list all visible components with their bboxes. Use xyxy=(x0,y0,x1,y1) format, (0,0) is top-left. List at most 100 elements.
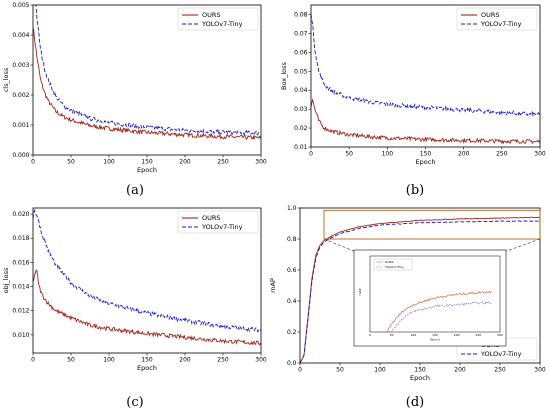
inset-plot: 0 50 100 150 200 250 300 Epoch mAP OURSYOLOv7-Tin… xyxy=(353,249,507,347)
x-tick-label: 200 xyxy=(454,367,466,374)
x-tick-label: 50 xyxy=(345,151,353,158)
y-tick-label: 0.2 xyxy=(287,329,297,336)
x-axis-label: Epoch xyxy=(416,158,436,166)
panel-caption: (c) xyxy=(126,395,143,410)
x-tick-label: 50 xyxy=(67,159,75,166)
y-tick-label: 0.01 xyxy=(294,144,308,151)
y-tick-label: 0.07 xyxy=(294,30,308,37)
panel-a: 0 50 100 150 200 250 300 0.000 0.001 0.002 0.003 0.… xyxy=(2,2,267,198)
x-axis-label: Epoch xyxy=(137,166,157,174)
y-axis-label: Box_loss xyxy=(280,61,288,90)
x-tick-label: 100 xyxy=(382,151,394,158)
x-tick-label: 250 xyxy=(494,367,506,374)
x-tick-label: 100 xyxy=(103,159,115,166)
y-tick-label: 0.6 xyxy=(287,267,297,274)
y-tick-label: 0.002 xyxy=(12,92,29,99)
y-tick-label: 0.004 xyxy=(12,32,29,39)
panel-d: 0 50 100 150 200 250 300 0.0 0.2 0.4 0.6 0.8 1.0 Epoc… xyxy=(269,205,546,410)
y-axis-label: obj_loss xyxy=(2,267,10,293)
legend-label: OURS xyxy=(202,11,221,19)
y-tick-label: 0.8 xyxy=(287,236,297,243)
series-line-ours xyxy=(300,216,540,363)
inset-x-tick: 100 xyxy=(410,333,416,337)
inset-series-line xyxy=(377,290,492,333)
y-tick-label: 0.4 xyxy=(287,298,297,305)
panel-caption: (b) xyxy=(406,183,424,198)
y-tick-label: 0.010 xyxy=(12,332,29,339)
series-line-ours xyxy=(33,27,261,141)
y-tick-label: 0.000 xyxy=(12,152,29,159)
x-tick-label: 0 xyxy=(309,151,313,158)
zoom-connector xyxy=(323,238,357,253)
inset-legend-label: YOLOv7-Tiny xyxy=(385,265,404,269)
panel-caption: (a) xyxy=(126,183,144,198)
x-tick-label: 50 xyxy=(67,357,75,364)
x-tick-label: 250 xyxy=(217,357,229,364)
x-tick-label: 100 xyxy=(103,357,115,364)
inset-y-label: mAP xyxy=(358,288,362,295)
x-tick-label: 100 xyxy=(374,367,386,374)
y-tick-label: 0.016 xyxy=(12,259,29,266)
inset-x-tick: 0 xyxy=(369,333,371,337)
x-tick-label: 0 xyxy=(298,367,302,374)
x-tick-label: 200 xyxy=(179,357,191,364)
series-line-ours xyxy=(33,269,261,346)
x-tick-label: 0 xyxy=(31,159,35,166)
legend-label: OURS xyxy=(202,214,221,222)
x-tick-label: 150 xyxy=(141,159,153,166)
y-tick-label: 0.005 xyxy=(12,2,29,9)
x-tick-label: 50 xyxy=(336,367,344,374)
zoom-connector xyxy=(503,238,541,253)
inset-series-line xyxy=(377,301,492,333)
legend-label: YOLOv7-Tiny xyxy=(201,223,243,231)
x-tick-label: 250 xyxy=(217,159,229,166)
y-tick-label: 0.020 xyxy=(12,211,29,218)
inset-x-label: Epoch xyxy=(430,338,439,342)
series-line-yolov7-tiny xyxy=(35,5,261,137)
legend-label: OURS xyxy=(481,11,500,19)
y-tick-label: 0.08 xyxy=(294,11,308,18)
x-axis-label: Epoch xyxy=(137,364,157,372)
inset-x-tick: 50 xyxy=(390,333,394,337)
legend-label: YOLOv7-Tiny xyxy=(480,20,522,28)
panel-c: 0 50 100 150 200 250 300 0.010 0.012 0.014 0.016 0.… xyxy=(2,207,267,410)
x-tick-label: 150 xyxy=(141,357,153,364)
y-tick-label: 0.06 xyxy=(294,49,308,56)
series-line-yolov7-tiny xyxy=(33,208,261,333)
legend-label: YOLOv7-Tiny xyxy=(480,350,522,358)
series-line-yolov7-tiny xyxy=(311,14,540,117)
inset-x-tick: 150 xyxy=(432,333,438,337)
y-tick-label: 0.014 xyxy=(12,284,29,291)
x-tick-label: 300 xyxy=(255,357,267,364)
zoom-region-box xyxy=(323,209,541,240)
panel-b: 0 50 100 150 200 250 300 0.01 0.02 0.03 0.04 0.05 0.… xyxy=(280,4,546,198)
y-tick-label: 0.018 xyxy=(12,235,29,242)
x-tick-label: 250 xyxy=(496,151,508,158)
y-axis-label: cls_loss xyxy=(2,67,10,92)
x-tick-label: 300 xyxy=(534,367,546,374)
x-tick-label: 300 xyxy=(534,151,546,158)
y-tick-label: 0.02 xyxy=(294,125,308,132)
inset-x-tick: 200 xyxy=(454,333,460,337)
y-tick-label: 0.012 xyxy=(12,308,29,315)
inset-x-tick: 300 xyxy=(497,333,503,337)
inset-frame xyxy=(369,255,501,333)
y-tick-label: 0.05 xyxy=(294,68,308,75)
x-axis-label: Epoch xyxy=(410,374,430,382)
y-axis-label: mAP xyxy=(269,278,277,293)
x-tick-label: 150 xyxy=(414,367,426,374)
y-tick-label: 0.0 xyxy=(287,360,297,367)
y-tick-label: 0.04 xyxy=(294,87,308,94)
inset-legend-label: OURS xyxy=(385,260,394,264)
y-tick-label: 0.03 xyxy=(294,106,308,113)
y-tick-label: 0.003 xyxy=(12,62,29,69)
x-tick-label: 0 xyxy=(31,357,35,364)
x-tick-label: 150 xyxy=(420,151,432,158)
y-tick-label: 0.001 xyxy=(12,122,29,129)
x-tick-label: 200 xyxy=(458,151,470,158)
y-tick-label: 1.0 xyxy=(287,205,297,212)
